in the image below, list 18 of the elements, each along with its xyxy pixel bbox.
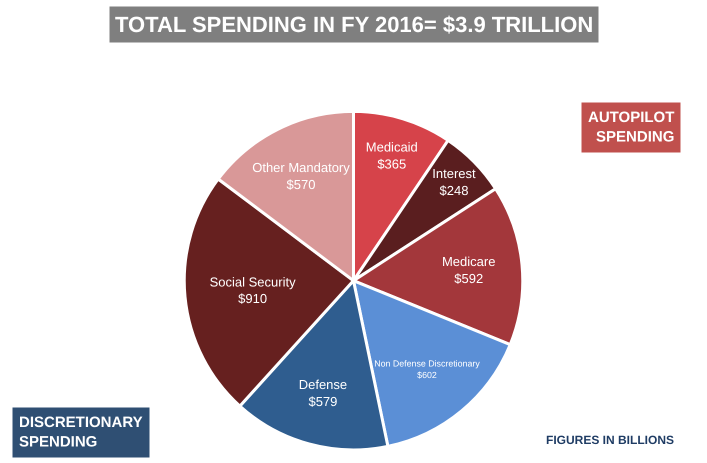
data-label: $910: [238, 291, 268, 306]
data-label: $248: [440, 182, 468, 198]
slice-label: Medicaid: [366, 139, 418, 154]
slice-label: Non Defense Discretionary: [374, 358, 480, 369]
data-label: $570: [286, 176, 316, 192]
slice-label: Medicare: [442, 254, 496, 269]
chart-title: TOTAL SPENDING IN FY 2016= $3.9 TRILLION: [115, 12, 594, 37]
slice-label: Other Mandatory: [252, 160, 350, 176]
data-label: $602: [417, 370, 437, 380]
text: AUTOPILOT SPENDING: [588, 109, 674, 146]
text: FIGURES IN BILLIONS: [546, 433, 674, 447]
slice-label: Interest: [432, 166, 476, 181]
slice-label: Social Security: [210, 274, 296, 290]
data-label: $365: [377, 156, 406, 172]
data-label: $579: [308, 394, 338, 410]
data-label: $592: [454, 270, 484, 286]
text: DISCRETIONARY SPENDING: [19, 414, 143, 450]
slice-label: Defense: [298, 377, 348, 392]
